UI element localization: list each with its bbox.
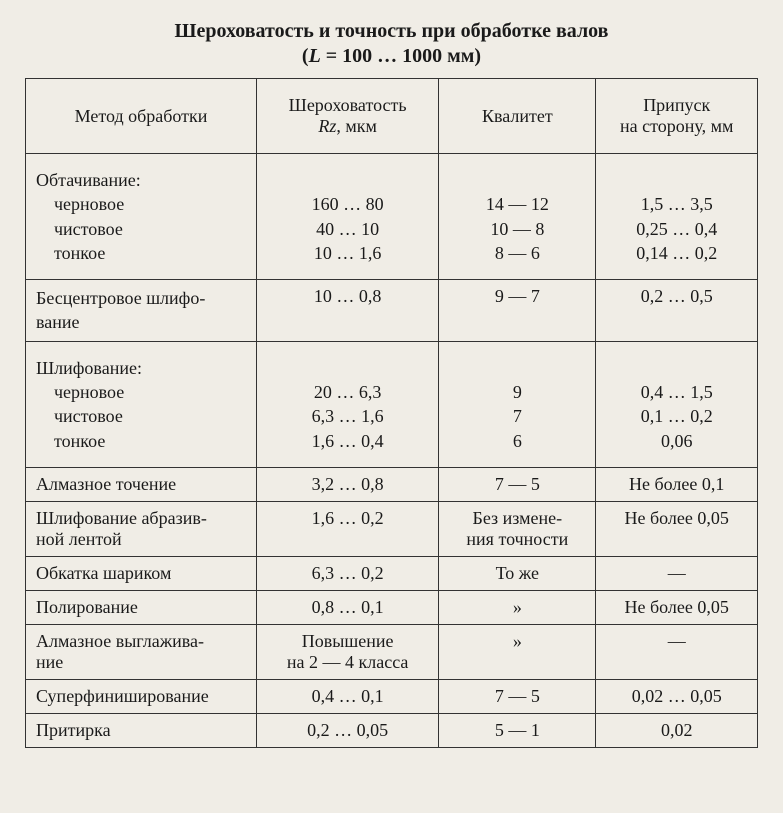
cell-method: Алмазное выглажива- ние <box>26 624 257 679</box>
cell-value: 7 <box>449 404 585 428</box>
sub-item: черновое <box>36 380 246 404</box>
sub-item: чистовое <box>36 217 246 241</box>
table-row: Алмазное выглажива- ние Повышение на 2 —… <box>26 624 758 679</box>
cell-value: 6,3 … 0,2 <box>257 556 439 590</box>
cell-value: 0,2 … 0,05 <box>257 713 439 747</box>
table-row: Обтачивание: черновое чистовое тонкое 16… <box>26 154 758 280</box>
cell-value: 1,5 … 3,5 <box>606 192 747 216</box>
subtitle-open: ( <box>302 45 309 67</box>
sub-item: чистовое <box>36 404 246 428</box>
machining-table: Метод обработки Шероховатость Rz, мкм Кв… <box>25 78 758 748</box>
table-row: Суперфиниширование 0,4 … 0,1 7 — 5 0,02 … <box>26 679 758 713</box>
col-allowance: Припуск на сторону, мм <box>596 79 758 154</box>
cell-method: Полирование <box>26 590 257 624</box>
cell-value: Не более 0,1 <box>596 467 758 501</box>
allow-l1: Припуск <box>643 95 710 115</box>
page-subtitle: (L = 100 … 1000 мм) <box>25 45 758 68</box>
cell-value: 1,6 … 0,4 <box>267 429 428 453</box>
cell-value: 14 — 12 <box>449 192 585 216</box>
cell-value: 0,4 … 0,1 <box>257 679 439 713</box>
cell-value: 10 … 1,6 <box>267 241 428 265</box>
table-row: Шлифование абразив- ной лентой 1,6 … 0,2… <box>26 501 758 556</box>
cell-value: То же <box>439 556 596 590</box>
cell-method: Обкатка шариком <box>26 556 257 590</box>
cell-value: 8 — 6 <box>449 241 585 265</box>
cell-value: » <box>439 590 596 624</box>
table-row: Алмазное точение 3,2 … 0,8 7 — 5 Не боле… <box>26 467 758 501</box>
table-row: Полирование 0,8 … 0,1 » Не более 0,05 <box>26 590 758 624</box>
table-row: Шлифование: черновое чистовое тонкое 20 … <box>26 341 758 467</box>
table-row: Бесцентровое шлифо- вание 10 … 0,8 9 — 7… <box>26 280 758 342</box>
cell-value: 5 — 1 <box>439 713 596 747</box>
cell-value: 3,2 … 0,8 <box>257 467 439 501</box>
cell-value: 0,1 … 0,2 <box>606 404 747 428</box>
rz-unit: , мкм <box>336 116 377 136</box>
cell-value: — <box>596 624 758 679</box>
cell-value: 10 — 8 <box>449 217 585 241</box>
subtitle-rest: = 100 … 1000 мм) <box>321 45 481 67</box>
rz-label: Шероховатость <box>289 95 407 115</box>
header-row: Метод обработки Шероховатость Rz, мкм Кв… <box>26 79 758 154</box>
cell-value: » <box>439 624 596 679</box>
cell-method: Бесцентровое шлифо- вание <box>26 280 257 342</box>
cell-value: 0,06 <box>606 429 747 453</box>
cell-value: 160 … 80 <box>267 192 428 216</box>
cell-value: Без измене- ния точности <box>439 501 596 556</box>
cell-value: — <box>596 556 758 590</box>
cell-value: 0,14 … 0,2 <box>606 241 747 265</box>
cell-value: 7 — 5 <box>439 467 596 501</box>
cell-value: Не более 0,05 <box>596 501 758 556</box>
sub-item: тонкое <box>36 429 246 453</box>
cell-method: Суперфиниширование <box>26 679 257 713</box>
col-quality: Квалитет <box>439 79 596 154</box>
page-title: Шероховатость и точность при обработке в… <box>25 20 758 43</box>
cell-value: 0,4 … 1,5 <box>606 380 747 404</box>
cell-value: 9 <box>449 380 585 404</box>
cell-method: Алмазное точение <box>26 467 257 501</box>
col-method: Метод обработки <box>26 79 257 154</box>
subtitle-var: L <box>309 45 321 67</box>
cell-value: 6,3 … 1,6 <box>267 404 428 428</box>
cell-value: 0,25 … 0,4 <box>606 217 747 241</box>
cell-value: 7 — 5 <box>439 679 596 713</box>
sub-item: черновое <box>36 192 246 216</box>
cell-value: 1,6 … 0,2 <box>257 501 439 556</box>
cell-method: Шлифование абразив- ной лентой <box>26 501 257 556</box>
cell-value: 20 … 6,3 <box>267 380 428 404</box>
cell-value: 6 <box>449 429 585 453</box>
cell-method: Притирка <box>26 713 257 747</box>
cell-value: 0,02 … 0,05 <box>596 679 758 713</box>
group-head: Шлифование: <box>36 356 246 380</box>
cell-value: Не более 0,05 <box>596 590 758 624</box>
cell-value: 10 … 0,8 <box>257 280 439 342</box>
cell-value: 0,8 … 0,1 <box>257 590 439 624</box>
group-head: Обтачивание: <box>36 168 246 192</box>
sub-item: тонкое <box>36 241 246 265</box>
cell-value: 0,2 … 0,5 <box>596 280 758 342</box>
cell-value: 9 — 7 <box>439 280 596 342</box>
rz-symbol: Rz <box>318 116 336 136</box>
cell-value: 0,02 <box>596 713 758 747</box>
allow-l2: на сторону, мм <box>620 116 733 136</box>
cell-value: Повышение на 2 — 4 класса <box>257 624 439 679</box>
table-row: Обкатка шариком 6,3 … 0,2 То же — <box>26 556 758 590</box>
col-rz: Шероховатость Rz, мкм <box>257 79 439 154</box>
cell-value: 40 … 10 <box>267 217 428 241</box>
table-row: Притирка 0,2 … 0,05 5 — 1 0,02 <box>26 713 758 747</box>
